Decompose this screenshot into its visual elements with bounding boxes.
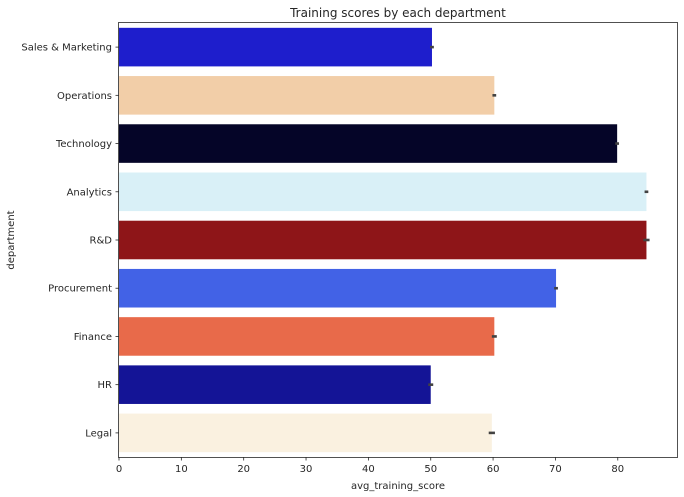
bars-layer: [119, 27, 647, 453]
x-axis-title: avg_training_score: [351, 481, 445, 492]
x-tick-label-20: 20: [237, 464, 250, 475]
bar-legal: [119, 413, 492, 453]
y-tick-label-sales-marketing: Sales & Marketing: [21, 43, 112, 54]
bar-sales-marketing: [119, 27, 432, 67]
x-tick-label-10: 10: [175, 464, 188, 475]
y-tick-label-hr: HR: [98, 380, 113, 391]
y-axis-title: department: [6, 210, 17, 269]
y-tick-label-analytics: Analytics: [67, 187, 112, 198]
y-tick-label-r-d: R&D: [90, 236, 113, 247]
x-tick-label-40: 40: [362, 464, 375, 475]
bar-r-d: [119, 220, 647, 260]
bar-operations: [119, 76, 495, 115]
y-axis: Sales & Marketing Operations Technology Ana…: [21, 43, 119, 439]
chart-title: Training scores by each department: [289, 6, 506, 20]
bar-analytics: [119, 172, 647, 212]
x-tick-label-70: 70: [549, 464, 562, 475]
x-tick-label-80: 80: [611, 464, 624, 475]
x-tick-label-30: 30: [300, 464, 313, 475]
y-tick-label-procurement: Procurement: [48, 284, 112, 295]
bar-hr: [119, 365, 431, 404]
y-tick-label-operations: Operations: [57, 91, 112, 102]
x-tick-label-60: 60: [487, 464, 500, 475]
y-tick-label-legal: Legal: [85, 428, 112, 439]
x-tick-label-0: 0: [116, 464, 122, 475]
error-bars-layer: [428, 45, 650, 435]
x-tick-label-50: 50: [424, 464, 437, 475]
y-tick-label-finance: Finance: [74, 332, 112, 343]
bar-finance: [119, 317, 495, 356]
y-tick-label-technology: Technology: [55, 139, 112, 150]
bar-procurement: [119, 268, 557, 308]
x-axis: 0 10 20 30 40 50 60 70 80: [116, 457, 624, 475]
bar-technology: [119, 124, 618, 163]
